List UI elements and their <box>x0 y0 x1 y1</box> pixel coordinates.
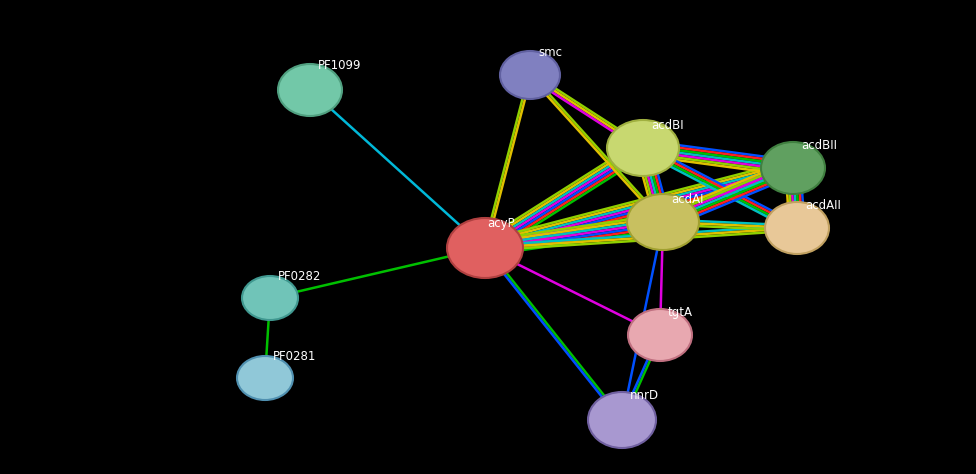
Ellipse shape <box>237 356 293 400</box>
Text: acdAI: acdAI <box>671 193 704 206</box>
Text: PF0281: PF0281 <box>273 350 316 363</box>
Ellipse shape <box>761 142 825 194</box>
Text: acdBI: acdBI <box>651 119 683 132</box>
Ellipse shape <box>278 64 342 116</box>
Ellipse shape <box>447 218 523 278</box>
Text: nnrD: nnrD <box>630 389 659 402</box>
Ellipse shape <box>607 120 679 176</box>
Ellipse shape <box>765 202 829 254</box>
Text: acdBII: acdBII <box>801 139 837 152</box>
Text: tgtA: tgtA <box>668 306 693 319</box>
Text: PF1099: PF1099 <box>318 59 361 72</box>
Ellipse shape <box>500 51 560 99</box>
Text: acdAII: acdAII <box>805 199 841 212</box>
Text: acyP: acyP <box>487 217 514 230</box>
Ellipse shape <box>588 392 656 448</box>
Text: PF0282: PF0282 <box>278 270 321 283</box>
Ellipse shape <box>242 276 298 320</box>
Text: smc: smc <box>538 46 562 59</box>
Ellipse shape <box>628 309 692 361</box>
Ellipse shape <box>627 194 699 250</box>
